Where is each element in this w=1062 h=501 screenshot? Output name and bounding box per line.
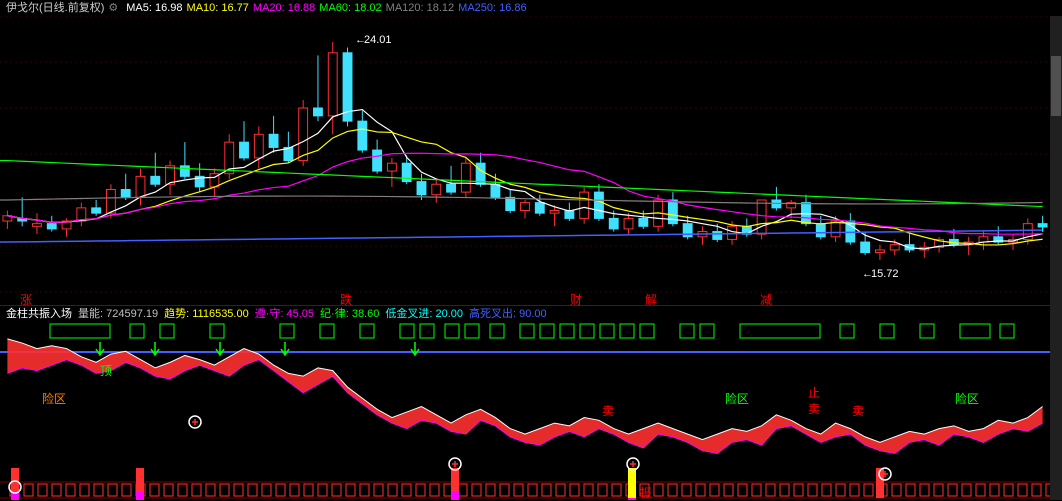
- watermark-char: 涨: [20, 291, 32, 308]
- indicator-value: 高死叉出: 90.00: [469, 308, 547, 320]
- scroll-thumb[interactable]: [1051, 56, 1061, 116]
- ma-indicator: MA5: 16.98: [126, 2, 182, 14]
- vertical-scrollbar[interactable]: [1050, 16, 1062, 500]
- stock-title: 伊戈尔(日线.前复权): [6, 0, 104, 16]
- indicator-value: 遵·守: 45.05: [255, 308, 314, 320]
- ma-indicator: MA10: 16.77: [187, 2, 249, 14]
- watermark-char: 跌: [340, 291, 352, 308]
- price-chart[interactable]: ←24.01 ←15.72 涨跌财解减: [0, 16, 1062, 306]
- indicator-value: 金柱共振入场: [6, 308, 72, 320]
- indicator-chart[interactable]: 顶险区卖险区止卖卖险区振: [0, 322, 1062, 500]
- watermark-char: 财: [570, 291, 582, 308]
- indicator-header: 金柱共振入场量能: 724597.19 趋势: 1116535.00 遵·守: 45…: [0, 306, 1062, 322]
- indicator-value: 纪·律: 38.60: [320, 308, 379, 320]
- indicator-value: 量能: 724597.19: [78, 308, 158, 320]
- watermark-char: 解: [645, 291, 657, 308]
- indicator-value: 趋势: 1116535.00: [164, 308, 249, 320]
- ma-indicator: MA250: 16.86: [458, 2, 527, 14]
- watermark-char: 减: [760, 291, 772, 308]
- watermark-row: 涨跌财解减: [0, 291, 1062, 305]
- ma-indicator: MA20: 16.88: [253, 2, 315, 14]
- ma-indicator: MA120: 18.12: [386, 2, 455, 14]
- indicator-value: 低金叉进: 20.00: [385, 308, 463, 320]
- ma-indicator: MA60: 18.02: [319, 2, 381, 14]
- chart-header: 伊戈尔(日线.前复权) ⚙ MA5: 16.98 MA10: 16.77 MA20:…: [0, 0, 1062, 16]
- settings-icon[interactable]: ⚙: [108, 0, 118, 16]
